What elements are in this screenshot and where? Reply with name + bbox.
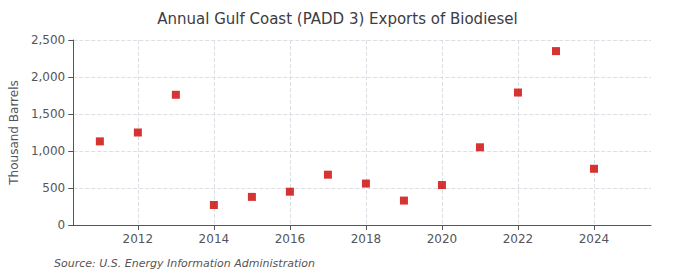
svg-text:Source: U.S. Energy Informatio: Source: U.S. Energy Information Administ… <box>54 257 315 270</box>
svg-text:Annual Gulf Coast (PADD 3) Exp: Annual Gulf Coast (PADD 3) Exports of Bi… <box>157 10 517 28</box>
svg-text:500: 500 <box>42 181 65 195</box>
svg-text:2,000: 2,000 <box>31 70 65 84</box>
svg-text:2016: 2016 <box>275 232 306 246</box>
svg-text:1,000: 1,000 <box>31 144 65 158</box>
svg-text:0: 0 <box>58 218 66 232</box>
svg-text:2020: 2020 <box>427 232 458 246</box>
svg-text:1,500: 1,500 <box>31 107 65 121</box>
svg-text:2018: 2018 <box>351 232 382 246</box>
svg-text:2014: 2014 <box>199 232 230 246</box>
svg-text:2,500: 2,500 <box>31 33 65 47</box>
svg-text:2012: 2012 <box>123 232 154 246</box>
svg-text:Thousand Barrels: Thousand Barrels <box>7 80 21 185</box>
svg-text:2022: 2022 <box>503 232 534 246</box>
svg-text:2024: 2024 <box>579 232 610 246</box>
